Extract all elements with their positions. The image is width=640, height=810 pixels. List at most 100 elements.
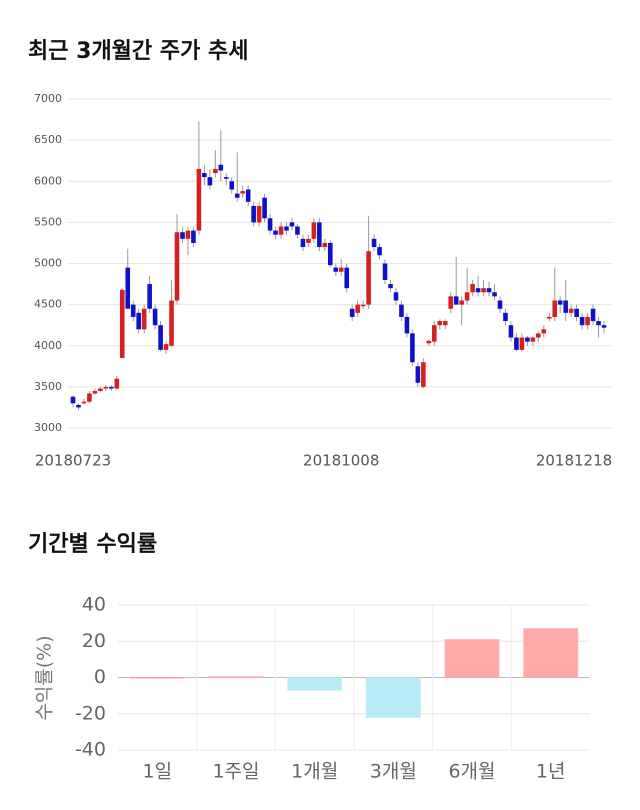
- candle-body: [421, 362, 426, 387]
- candle-body: [349, 308, 355, 317]
- candle-body: [322, 242, 328, 248]
- x-tick-label: 20180723: [35, 452, 111, 470]
- bar: [287, 677, 343, 691]
- candle-body: [317, 222, 322, 248]
- candle-body: [388, 284, 393, 289]
- candle-body: [103, 386, 109, 389]
- candle-body: [563, 300, 568, 313]
- bar: [129, 677, 185, 679]
- candle-body: [196, 168, 202, 231]
- candle-body: [223, 177, 229, 179]
- candle-body: [262, 197, 267, 219]
- candle-body: [289, 222, 295, 227]
- candle-body: [431, 325, 437, 342]
- y-tick-label: 4000: [34, 339, 62, 352]
- candle-body: [327, 242, 333, 266]
- candle-body: [300, 238, 306, 248]
- candle-body: [377, 247, 382, 256]
- y-tick-label: 3500: [34, 380, 62, 393]
- candle-body: [442, 321, 448, 326]
- candle-body: [464, 292, 470, 301]
- candle-body: [585, 316, 590, 326]
- candle-body: [338, 267, 344, 272]
- candle-body: [234, 193, 240, 198]
- candle-body: [333, 267, 339, 272]
- bar: [208, 676, 264, 678]
- y-tick-label: 7000: [34, 92, 62, 105]
- y-tick-label: 3000: [34, 421, 62, 434]
- candle-body: [92, 390, 98, 394]
- y-tick-label: 4500: [34, 298, 62, 311]
- candle-body: [536, 333, 541, 338]
- y-tick-label: 40: [82, 594, 106, 616]
- y-tick-label: 5500: [34, 215, 62, 228]
- candle-body: [437, 321, 443, 326]
- candle-body: [207, 177, 213, 186]
- candle-body: [503, 312, 508, 322]
- candle-body: [98, 388, 103, 391]
- candle-body: [284, 226, 289, 231]
- x-tick-label: 1개월: [291, 761, 338, 783]
- candle-body: [470, 284, 475, 293]
- candle-body: [70, 396, 76, 404]
- candle-body: [273, 230, 278, 235]
- candle-body: [185, 230, 191, 239]
- candle-body: [114, 378, 120, 389]
- candle-body: [245, 189, 251, 202]
- candle-body: [125, 267, 131, 309]
- candle-body: [525, 337, 530, 342]
- candle-body: [152, 308, 158, 326]
- candle-body: [492, 292, 497, 297]
- candle-body: [251, 205, 256, 223]
- candle-body: [344, 267, 350, 289]
- candle-body: [119, 289, 125, 359]
- x-tick-label: 1년: [536, 761, 566, 783]
- candle-body: [256, 205, 262, 223]
- x-tick-label: 20181218: [536, 452, 612, 470]
- candle-body: [267, 218, 273, 231]
- candle-body: [546, 316, 552, 319]
- candle-body: [174, 232, 180, 301]
- candle-body: [453, 296, 459, 305]
- candle-body: [180, 232, 185, 239]
- candle-body: [76, 404, 81, 408]
- candle-body: [109, 386, 114, 389]
- candle-body: [557, 300, 563, 305]
- y-tick-label: -40: [75, 739, 106, 761]
- candle-body: [355, 304, 360, 313]
- candle-body: [130, 304, 136, 317]
- candle-body: [590, 308, 596, 322]
- candle-body: [497, 300, 503, 309]
- candle-body: [552, 300, 558, 317]
- candle-body: [448, 296, 454, 309]
- y-tick-label: 20: [82, 630, 106, 652]
- candle-body: [399, 304, 404, 317]
- x-tick-label: 1주일: [212, 761, 259, 783]
- candle-body: [541, 329, 547, 334]
- candle-body: [574, 308, 579, 317]
- candle-body: [202, 173, 207, 178]
- bar: [523, 628, 579, 678]
- candle-body: [601, 325, 607, 328]
- bar: [365, 677, 421, 718]
- candle-body: [371, 238, 377, 248]
- candle-body: [360, 304, 366, 307]
- candle-body: [229, 181, 235, 190]
- candle-body: [426, 340, 432, 344]
- candle-body: [530, 337, 536, 342]
- x-tick-label: 1일: [143, 761, 173, 783]
- candle-body: [579, 316, 585, 326]
- candle-body: [147, 284, 152, 309]
- candle-body: [459, 300, 464, 305]
- y-tick-label: 0: [94, 666, 106, 688]
- candle-body: [169, 300, 174, 346]
- candle-body: [81, 401, 87, 404]
- candle-body: [519, 337, 525, 350]
- candle-body: [218, 164, 224, 171]
- candle-body: [366, 251, 371, 305]
- candle-body: [404, 316, 410, 334]
- chart-title: 최근 3개월간 주가 추세: [28, 39, 248, 64]
- x-tick-label: 20181008: [303, 452, 379, 470]
- candle-body: [306, 238, 311, 243]
